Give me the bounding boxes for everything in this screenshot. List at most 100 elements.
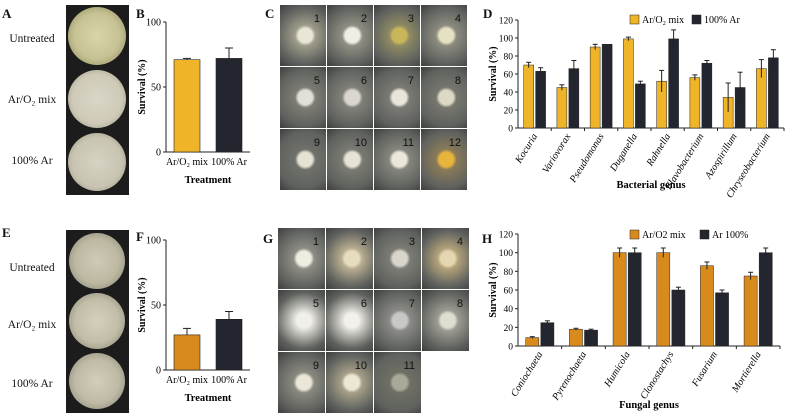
h-ytick-label: 60 (504, 287, 514, 297)
d-ytick-label: 40 (504, 89, 514, 99)
f-ytick-label: 0 (156, 366, 161, 377)
c-colony-number: 7 (407, 75, 414, 87)
h-bar (758, 252, 773, 347)
c-colony-tile: 2 (327, 5, 373, 66)
h-ytick-label: 100 (499, 249, 514, 259)
d-x-tick-label: Kocuria (513, 132, 540, 166)
h-bar (540, 322, 555, 347)
d-bar (601, 44, 613, 129)
c-colony-number: 10 (354, 137, 367, 149)
petri-dish-aro2-mix (68, 70, 126, 128)
g-colony-number: 6 (360, 298, 367, 310)
h-x-tick-label: Fusarium (690, 350, 720, 390)
h-x-tick-label: Pyrenochaeta (550, 350, 589, 403)
c-colony-tile: 9 (280, 129, 326, 190)
c-colony-number: 11 (402, 137, 414, 149)
g-colony-tile: 7 (374, 290, 421, 351)
g-colony-number: 9 (312, 360, 319, 372)
h-bar (656, 252, 671, 347)
fungal-colony-photo-grid-g: 1 2 3 4 5 6 7 8 9 10 11 (278, 228, 472, 414)
d-ytick-label: 20 (504, 107, 514, 117)
d-x-tick-label: Duganella (608, 132, 640, 174)
h-ytick-label: 120 (499, 231, 514, 241)
g-colony-tile: 9 (278, 352, 325, 413)
g-colony-number: 8 (456, 298, 463, 310)
petri-dish-photo-strip-e (66, 230, 129, 413)
d-ytick-label: 80 (504, 53, 514, 63)
c-colony-tile: 12 (421, 129, 467, 190)
chart-h: 0 20 40 60 80 100 120 Survival (%) Coniochaeta Py… (488, 229, 781, 411)
panel-label-h: H (482, 231, 493, 246)
colony-photo-grid-c: 1 2 3 4 5 6 7 8 9 10 11 12 (280, 5, 470, 190)
row-label-untreated-a: Untreated (9, 33, 55, 45)
c-colony-tile: 5 (280, 67, 326, 128)
h-y-axis-title: Survival (%) (488, 262, 499, 317)
d-bar (689, 77, 701, 129)
c-colony-tile: 1 (280, 5, 326, 66)
d-x-tick-label: Rahnella (644, 132, 673, 169)
d-ytick-label: 120 (499, 17, 514, 27)
fungal-dish-untreated (69, 233, 125, 289)
panel-label-g: G (263, 231, 274, 246)
c-colony-number: 12 (448, 137, 461, 149)
b-bar (215, 58, 243, 153)
g-colony-tile: 10 (326, 352, 373, 413)
g-colony-tile: 3 (374, 228, 421, 289)
f-x-axis-title: Treatment (185, 393, 232, 404)
c-colony-tile: 11 (374, 129, 420, 190)
panel-label-f: F (136, 229, 144, 244)
g-colony-tile: 6 (326, 290, 373, 351)
g-colony-number: 7 (408, 298, 415, 310)
chart-d: 0 20 40 60 80 100 120 Survival (%) Kocuria Variov… (488, 14, 785, 198)
f-bar (173, 334, 201, 371)
h-bar (671, 289, 686, 347)
c-colony-tile: 4 (421, 5, 467, 66)
d-ytick-label: 0 (508, 125, 513, 135)
d-bar (623, 38, 634, 129)
h-legend-swatch (629, 229, 640, 240)
row-label-aro2-a: Ar/O₂ mix (7, 94, 57, 106)
fungal-dish-100-ar (69, 353, 125, 409)
d-bar (768, 57, 779, 129)
panel-label-e: E (2, 225, 11, 240)
c-colony-number: 1 (313, 13, 320, 25)
h-x-tick-label: Clonostachys (638, 350, 676, 402)
b-ytick-label: 0 (156, 148, 161, 159)
d-bar (535, 71, 546, 129)
f-bar (215, 319, 243, 371)
chart-f: 0 50 100 Survival (%) Ar/O₂ mix 100% Ar Treatm… (137, 236, 250, 404)
h-x-axis-title: Fungal genus (619, 400, 679, 411)
h-bar (627, 252, 642, 347)
petri-dish-photo-strip-a (66, 5, 129, 195)
c-colony-number: 3 (407, 13, 414, 25)
h-bar (715, 292, 729, 347)
row-label-aro2-e: Ar/O₂ mix (7, 319, 57, 331)
h-x-tick-label: Coniochaeta (509, 350, 545, 399)
d-legend-label: 100% Ar (704, 15, 741, 26)
fungal-dish-aro2-mix (69, 293, 125, 349)
petri-dish-100-ar (68, 133, 126, 191)
h-ytick-label: 40 (504, 305, 514, 315)
h-bar (612, 252, 627, 347)
g-colony-tile: 1 (278, 228, 325, 289)
h-bar (743, 275, 758, 347)
row-label-untreated-e: Untreated (9, 262, 55, 274)
d-ytick-label: 100 (499, 35, 514, 45)
panel-label-d: D (483, 6, 493, 21)
h-bar (700, 265, 714, 347)
d-bar (668, 38, 679, 129)
h-ytick-label: 80 (504, 268, 514, 278)
g-colony-tile: 4 (422, 228, 469, 289)
c-colony-tile: 10 (327, 129, 373, 190)
h-legend-label: Ar 100% (712, 230, 748, 241)
d-bar (556, 87, 568, 129)
h-ytick-label: 20 (504, 324, 514, 334)
d-y-axis-title: Survival (%) (488, 46, 499, 101)
c-colony-number: 6 (360, 75, 367, 87)
h-legend-swatch (699, 229, 710, 240)
g-colony-tile: 8 (422, 290, 469, 351)
h-ytick-label: 0 (508, 343, 513, 353)
d-bar (523, 64, 534, 129)
f-y-axis-title: Survival (%) (137, 277, 148, 332)
c-colony-tile: 7 (374, 67, 420, 128)
